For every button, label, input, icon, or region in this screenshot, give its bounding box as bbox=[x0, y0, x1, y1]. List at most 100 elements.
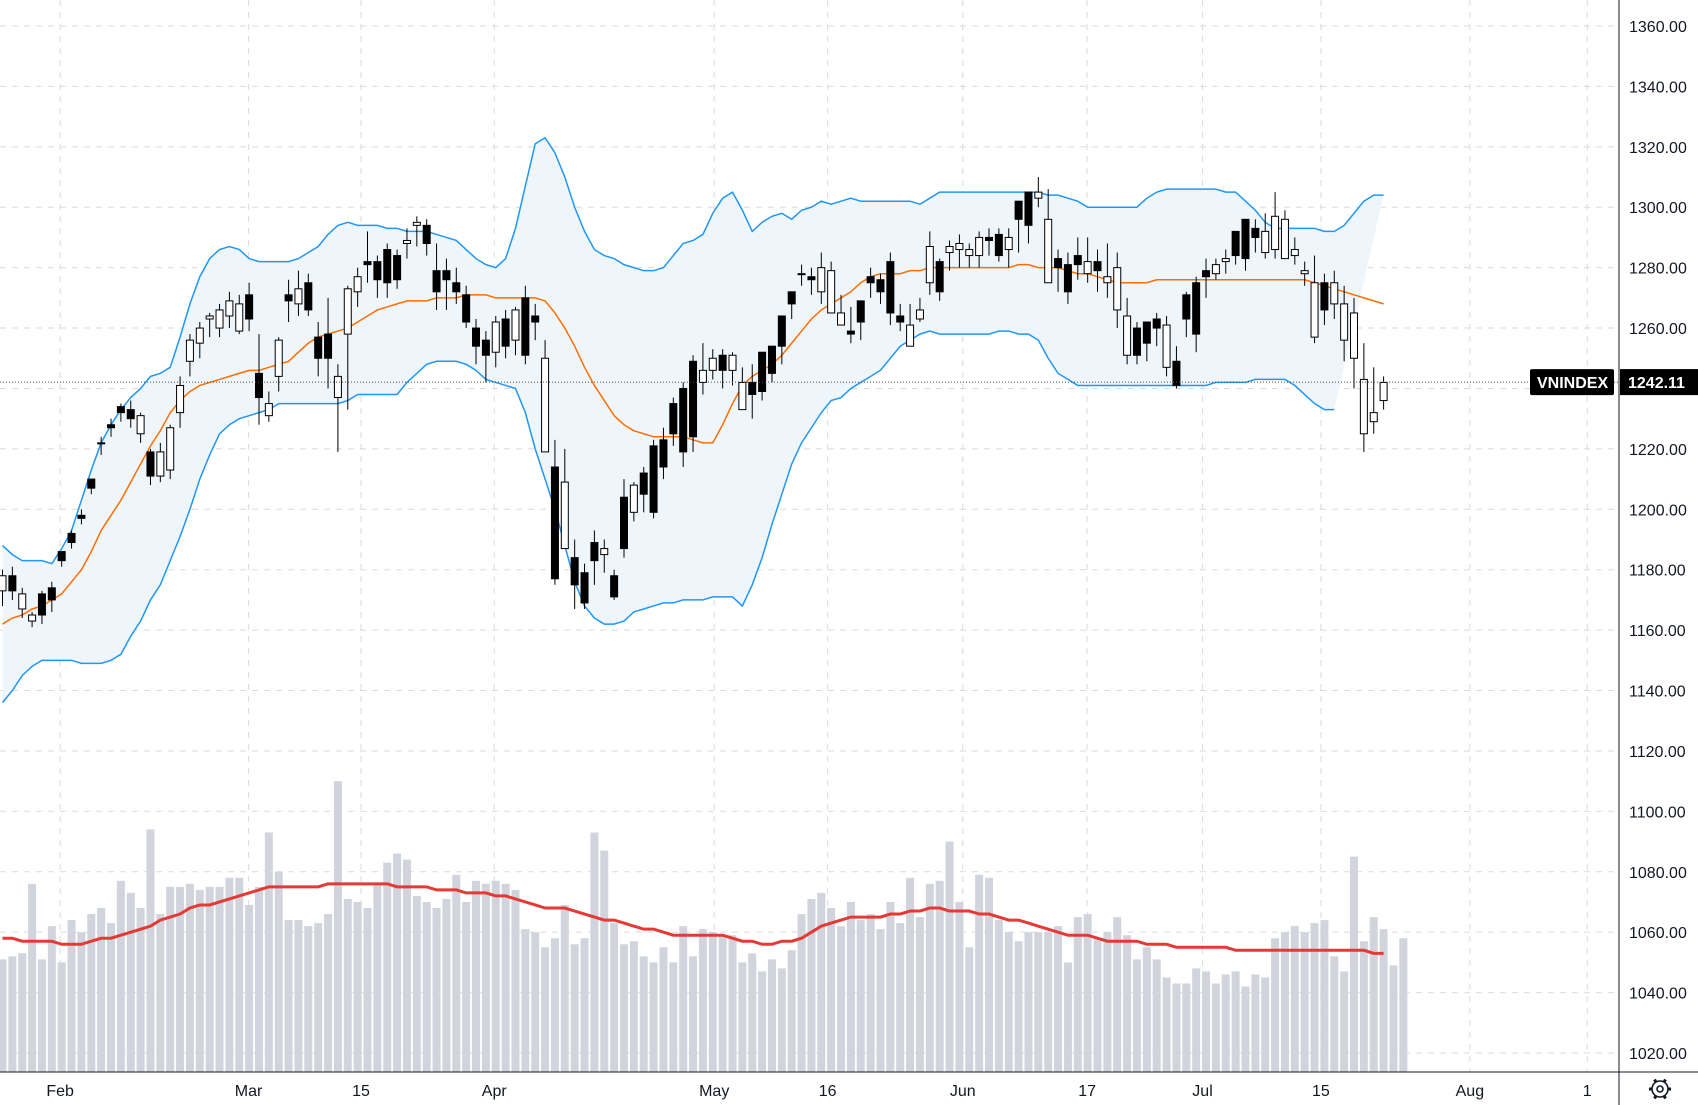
candle[interactable] bbox=[47, 581, 56, 612]
price-axis[interactable]: 1360.00 1340.00 1320.00 1300.00 1280.00 1260.… bbox=[1629, 19, 1687, 1063]
candle[interactable] bbox=[77, 509, 86, 525]
candle[interactable] bbox=[817, 252, 826, 304]
candle[interactable] bbox=[985, 228, 993, 256]
candle[interactable] bbox=[1340, 285, 1349, 362]
candle[interactable] bbox=[1162, 315, 1171, 377]
candle[interactable] bbox=[195, 322, 204, 359]
candle[interactable] bbox=[1310, 255, 1319, 344]
candle[interactable] bbox=[570, 539, 579, 609]
candle[interactable] bbox=[284, 279, 293, 323]
candle[interactable] bbox=[1280, 210, 1289, 260]
candle[interactable] bbox=[57, 551, 66, 567]
candle[interactable] bbox=[649, 439, 658, 519]
candle[interactable] bbox=[629, 482, 638, 522]
candle[interactable] bbox=[363, 231, 372, 283]
candle[interactable] bbox=[1073, 237, 1082, 280]
candle[interactable] bbox=[1113, 252, 1122, 329]
candle[interactable] bbox=[87, 478, 96, 495]
candle[interactable] bbox=[748, 364, 757, 419]
candle[interactable] bbox=[886, 252, 895, 326]
candle[interactable] bbox=[1231, 230, 1240, 265]
candle[interactable] bbox=[1221, 249, 1230, 274]
candle[interactable] bbox=[343, 285, 352, 410]
candle[interactable] bbox=[1290, 237, 1299, 265]
candle[interactable] bbox=[550, 439, 559, 585]
candle[interactable] bbox=[866, 267, 875, 298]
candle[interactable] bbox=[383, 243, 392, 298]
candle[interactable] bbox=[264, 391, 273, 422]
candle[interactable] bbox=[314, 322, 323, 377]
candle[interactable] bbox=[738, 367, 747, 411]
candle[interactable] bbox=[1271, 192, 1280, 259]
candle[interactable] bbox=[1261, 213, 1270, 259]
candle[interactable] bbox=[837, 294, 846, 326]
candle[interactable] bbox=[856, 300, 865, 341]
candle[interactable] bbox=[994, 228, 1003, 262]
candle[interactable] bbox=[1359, 343, 1368, 452]
candle[interactable] bbox=[462, 285, 471, 329]
candle[interactable] bbox=[1132, 322, 1141, 365]
candle[interactable] bbox=[472, 318, 481, 365]
candle[interactable] bbox=[1093, 249, 1102, 292]
candle[interactable] bbox=[718, 349, 727, 389]
candle[interactable] bbox=[491, 315, 500, 368]
candle[interactable] bbox=[679, 382, 688, 468]
candle[interactable] bbox=[915, 297, 924, 323]
candle[interactable] bbox=[185, 334, 194, 377]
candle[interactable] bbox=[1063, 252, 1072, 304]
candle[interactable] bbox=[274, 337, 283, 392]
candle[interactable] bbox=[1192, 276, 1201, 353]
candle[interactable] bbox=[432, 243, 441, 310]
candle[interactable] bbox=[333, 364, 342, 452]
candle[interactable] bbox=[580, 563, 589, 609]
candle[interactable] bbox=[560, 448, 569, 550]
candle[interactable] bbox=[846, 306, 855, 344]
candle[interactable] bbox=[659, 427, 668, 480]
candle[interactable] bbox=[412, 216, 421, 247]
candle[interactable] bbox=[215, 303, 224, 338]
candle[interactable] bbox=[353, 267, 362, 307]
candle[interactable] bbox=[1350, 297, 1359, 389]
candle[interactable] bbox=[393, 249, 402, 289]
candle[interactable] bbox=[955, 234, 964, 268]
candle[interactable] bbox=[511, 306, 520, 356]
candle[interactable] bbox=[767, 345, 776, 383]
candle[interactable] bbox=[97, 436, 106, 455]
candle[interactable] bbox=[1054, 249, 1063, 292]
candle[interactable] bbox=[235, 294, 244, 335]
candle[interactable] bbox=[807, 267, 816, 295]
candle[interactable] bbox=[777, 315, 786, 365]
candle[interactable] bbox=[176, 376, 185, 428]
settings-gear-icon[interactable] bbox=[1649, 1078, 1671, 1100]
candle[interactable] bbox=[116, 403, 125, 422]
candle[interactable] bbox=[28, 611, 37, 628]
candle[interactable] bbox=[1211, 258, 1220, 280]
candle[interactable] bbox=[521, 285, 530, 365]
candle[interactable] bbox=[1123, 297, 1132, 365]
candle[interactable] bbox=[452, 267, 461, 304]
candle[interactable] bbox=[1014, 200, 1023, 253]
candle[interactable] bbox=[107, 418, 116, 437]
candle[interactable] bbox=[8, 566, 17, 600]
candle[interactable] bbox=[501, 309, 510, 359]
candle[interactable] bbox=[126, 400, 135, 428]
candle[interactable] bbox=[1182, 291, 1191, 338]
candle[interactable] bbox=[965, 243, 974, 268]
candle[interactable] bbox=[1330, 270, 1339, 319]
candle[interactable] bbox=[787, 291, 796, 319]
candle[interactable] bbox=[669, 397, 678, 446]
candle[interactable] bbox=[975, 231, 984, 268]
candle[interactable] bbox=[797, 264, 806, 286]
candle[interactable] bbox=[1024, 191, 1033, 244]
candle[interactable] bbox=[18, 587, 27, 619]
candle[interactable] bbox=[294, 270, 303, 316]
candle[interactable] bbox=[906, 303, 915, 347]
candle[interactable] bbox=[1251, 219, 1260, 253]
candle[interactable] bbox=[254, 334, 263, 425]
candle[interactable] bbox=[67, 530, 76, 549]
candle[interactable] bbox=[639, 467, 648, 513]
candle[interactable] bbox=[422, 219, 431, 256]
candle[interactable] bbox=[758, 351, 767, 401]
candle[interactable] bbox=[896, 303, 905, 332]
candle[interactable] bbox=[442, 258, 451, 310]
